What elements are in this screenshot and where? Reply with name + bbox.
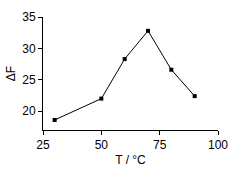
svg-text:ΔF: ΔF xyxy=(4,66,18,81)
svg-text:30: 30 xyxy=(22,42,36,56)
svg-text:35: 35 xyxy=(22,10,36,24)
svg-text:75: 75 xyxy=(153,138,167,152)
svg-text:25: 25 xyxy=(36,138,50,152)
svg-text:25: 25 xyxy=(22,73,36,87)
svg-text:50: 50 xyxy=(95,138,109,152)
svg-text:T / °C: T / °C xyxy=(115,153,146,167)
svg-text:20: 20 xyxy=(22,104,36,118)
svg-text:100: 100 xyxy=(208,138,228,152)
